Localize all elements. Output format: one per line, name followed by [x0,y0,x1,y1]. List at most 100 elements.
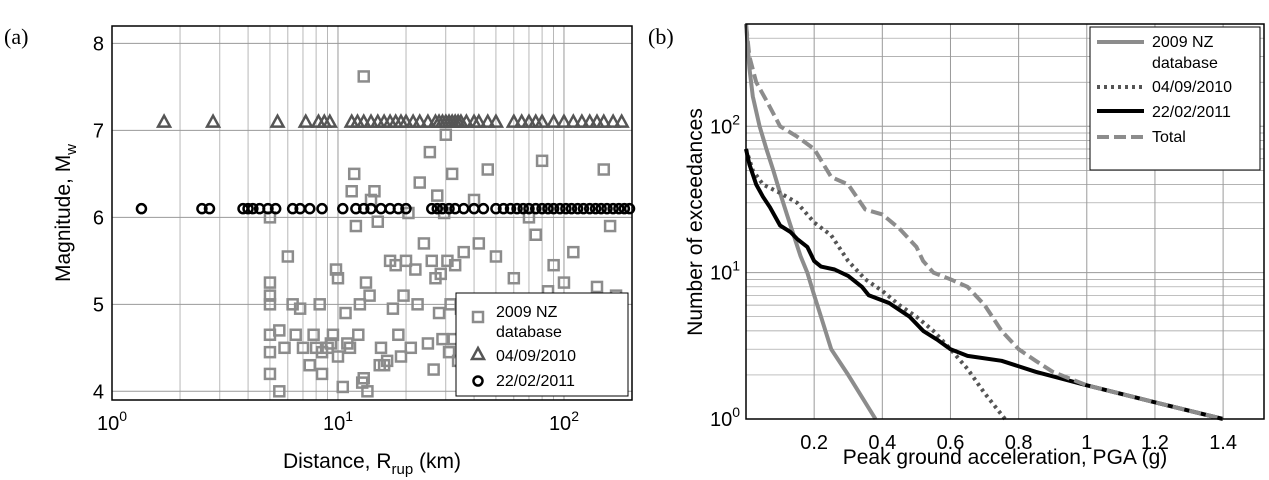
panel-a-point-square [409,263,422,276]
panel-a-y-tick-label: 7 [93,120,104,142]
panel-b-series-line [744,23,878,421]
panel-b-x-axis-title: Peak ground acceleration, PGA (g) [843,446,1168,469]
panel-a-point-square [263,289,277,302]
panel-a-point-square [425,254,439,268]
panel-a-point-square [296,341,310,355]
panel-a-point-square [331,271,345,285]
panel-a-point-circle [529,202,542,215]
panel-a-axes-box [111,25,633,401]
panel-a-point-circle [457,202,470,215]
panel-a-point-triangle [555,113,573,128]
panel-a-point-circle [431,202,444,215]
panel-a-point-circle [595,202,607,215]
panel-a-y-axis-title: Magnitude, Mw [52,144,80,282]
panel-a-point-square [529,228,542,241]
panel-a-point-circle [357,202,370,215]
panel-a-point-circle [618,202,631,215]
panel-b-x-tick-label: 0.4 [868,432,896,454]
panel-a-point-square [326,328,340,342]
panel-a-point-circle [242,202,254,215]
legend-square-marker [471,310,485,324]
panel-a-point-circle [577,202,590,215]
panel-a-y-tick-label: 5 [93,294,104,316]
panel-a-point-square [263,345,277,359]
panel-a-point-square [431,189,444,202]
panel-a-point-circle [400,202,412,215]
panel-a-y-tick-label: 6 [93,207,104,229]
panel-a-point-square [374,341,388,355]
panel-a-point-square [472,237,486,250]
panel-a-point-square [417,237,431,250]
panel-a-point-circle [490,202,502,215]
panel-a-label: (a) [4,24,28,49]
panel-a-point-circle [504,202,517,215]
panel-a-point-square [363,289,376,302]
panel-a-point-square [392,328,405,342]
panel-a-point-square [331,350,345,363]
panel-a-point-triangle [479,113,496,128]
legend-label: 22/02/2011 [1152,104,1231,121]
panel-a-point-square [315,367,329,381]
panel-a-point-square [359,276,373,289]
panel-a-point-circle [607,202,619,215]
panel-a-point-triangle [605,113,622,128]
panel-a-point-circle [443,202,455,215]
panel-a-point-square [399,254,413,268]
panel-a-legend-box [455,292,629,397]
panel-b-x-tick-label: 0.8 [1005,432,1033,454]
panel-a-point-square [336,380,350,394]
panel-a-point-square [557,276,571,289]
panel-a-x-tick-label: 100 [97,408,127,435]
panel-a-point-circle [517,202,529,215]
panel-a-point-circle [589,202,602,215]
panel-b-x-tick-label: 0.6 [937,432,965,454]
panel-a-point-triangle [595,113,612,128]
panel-a-point-square [547,258,560,272]
panel-a-point-square [368,185,381,198]
panel-a-x-tick-label: 102 [549,408,579,435]
panel-a-point-circle [196,202,208,215]
panel-a-point-square [263,298,277,311]
panel-a-point-square [567,245,580,259]
panel-a-point-triangle [613,113,630,128]
panel-a-point-square [603,219,617,233]
panel-a-point-square [371,215,385,228]
panel-a-point-square [386,302,400,315]
panel-a-point-square [352,328,365,342]
panel-a-point-square [507,271,521,285]
panel-a-point-circle [477,202,490,215]
panel-a-point-square [347,167,361,181]
panel-a-point-square [380,354,394,368]
panel-b-label: (b) [648,24,674,49]
legend-label: 22/02/2011 [496,373,575,390]
panel-a-point-square [307,328,320,342]
panel-a-point-triangle [419,113,437,128]
panel-a-point-square [357,372,370,385]
panel-a-point-circle [523,202,535,215]
panel-a-point-square [434,267,448,281]
panel-a-point-square [427,363,440,376]
legend-label: database [496,324,562,341]
panel-a-x-axis-title: Distance, Rrup (km) [283,450,461,478]
legend-label: database [1152,55,1218,72]
panel-a-point-square [329,263,343,276]
panel-a-point-square [448,258,462,272]
panel-b-legend: 2009 NZ database 04/09/2010 22/02/2011 T… [1089,26,1261,171]
panel-a-point-square [339,306,352,320]
legend-circle-marker [472,375,484,387]
panel-a-point-circle [601,202,613,215]
panel-a-point-square [343,341,357,355]
panel-a-point-square [273,385,286,398]
panel-a-point-square [423,145,437,159]
panel-a-point-square [349,219,363,233]
panel-a-point-circle [497,202,510,215]
panel-a-point-circle [583,202,596,215]
panel-a-point-square [590,280,604,294]
panel-a-point-circle [269,202,282,215]
panel-a-x-tick-label: 101 [323,408,353,435]
panel-a-point-circle [436,202,449,215]
panel-a-point-square [535,154,549,168]
panel-a-point-triangle [411,113,428,128]
panel-a-point-circle [536,202,548,215]
